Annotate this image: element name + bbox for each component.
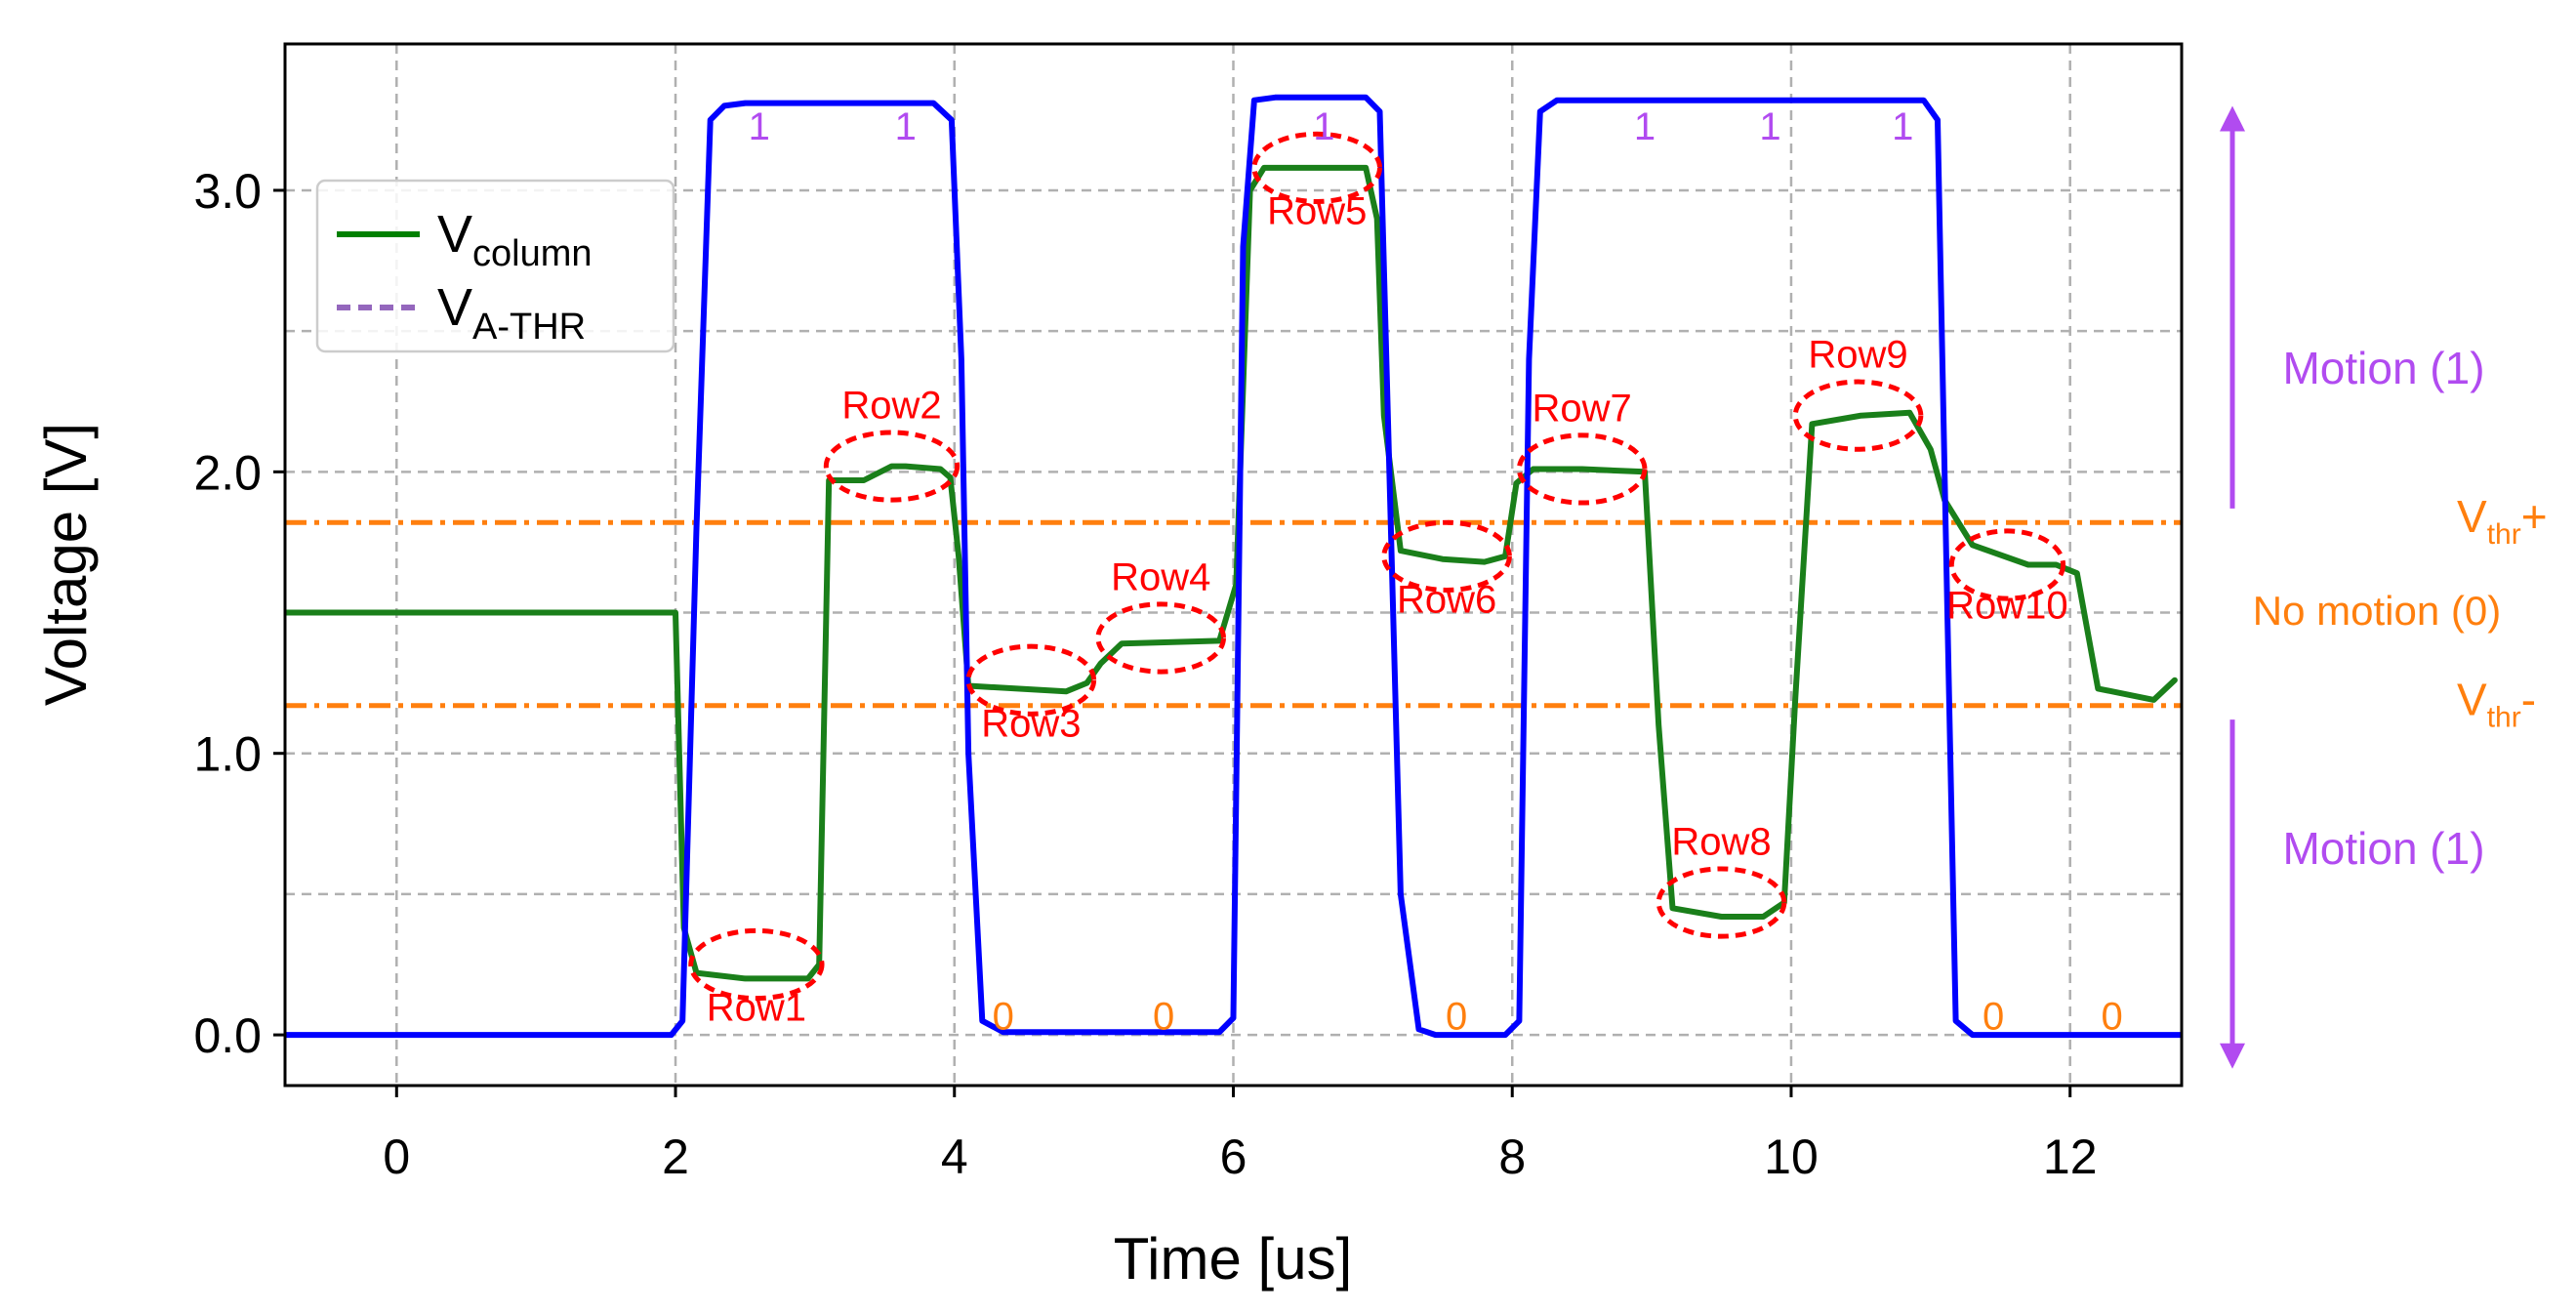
row-label-9: Row9: [1808, 334, 1907, 377]
bit-label-10: 0: [2101, 995, 2122, 1038]
legend-label-main-1: V: [437, 278, 472, 337]
legend-label-sub-1: A-THR: [472, 307, 586, 348]
legend-label-main-0: V: [437, 205, 472, 264]
bit-label-3: 1: [1634, 105, 1656, 148]
series: [285, 94, 2182, 1039]
series-line-v-column: [285, 164, 2178, 982]
x-tick-label-5: 10: [1764, 1129, 1819, 1184]
y-tick-label-1: 1.0: [193, 727, 262, 782]
motion-arrow-up-head: [2220, 105, 2245, 132]
row-ellipse-7: [1516, 432, 1648, 506]
threshold-label-suffix-0: +: [2521, 491, 2548, 542]
y-tick-label-0: 0.0: [193, 1008, 262, 1063]
legend-label-1: VA-THR: [437, 278, 586, 348]
legend-label-0: Vcolumn: [437, 205, 593, 274]
bit-label-7: 0: [1153, 995, 1174, 1038]
row-label-7: Row7: [1533, 387, 1632, 430]
x-tick-label-3: 6: [1220, 1129, 1247, 1184]
threshold-label-0: Vthr+: [2457, 491, 2548, 551]
bit-labels: 1 1 1 1 1 1 0 0 0 0 0: [749, 105, 2123, 1038]
threshold-label-main-1: V: [2457, 675, 2487, 725]
row-ellipse-6: [1381, 519, 1512, 593]
bit-label-0: 1: [749, 105, 770, 148]
row-label-3: Row3: [981, 702, 1081, 745]
motion-arrow-down-head: [2220, 1043, 2245, 1069]
row-ellipse-4: [1095, 601, 1226, 675]
side-annotations: Motion (1)No motion (0)Motion (1)Vthr+Vt…: [2220, 105, 2548, 1069]
row-ellipse-10: [1948, 528, 2066, 601]
row-label-6: Row6: [1397, 579, 1496, 622]
x-tick-label-2: 4: [941, 1129, 968, 1184]
row-ellipse-8: [1656, 866, 1787, 939]
threshold-label-1: Vthr-: [2457, 675, 2536, 734]
threshold-label-sub-1: thr: [2487, 702, 2521, 734]
y-tick-label-3: 3.0: [193, 164, 262, 219]
row-label-1: Row1: [707, 987, 806, 1030]
threshold-label-sub-0: thr: [2487, 518, 2521, 551]
row-label-4: Row4: [1111, 555, 1210, 598]
bit-label-4: 1: [1759, 105, 1780, 148]
bit-label-9: 0: [1983, 995, 2004, 1038]
motion-upper-label: Motion (1): [2282, 343, 2484, 393]
bit-label-1: 1: [895, 105, 917, 148]
motion-lower-label: Motion (1): [2282, 823, 2484, 874]
row-label-10: Row10: [1946, 584, 2068, 627]
series-line-clock: [285, 94, 2182, 1039]
row-ellipse-9: [1792, 379, 1924, 452]
x-tick-label-4: 8: [1498, 1129, 1526, 1184]
row-ellipse-3: [965, 643, 1097, 717]
bit-label-2: 1: [1313, 105, 1334, 148]
row-annotations: Row1 Row2 Row3 Row4 Row5 Row6 Row7 Row8 Row9 Row1…: [688, 131, 2068, 1030]
row-ellipse-5: [1251, 131, 1383, 204]
row-label-2: Row2: [841, 385, 941, 428]
row-label-5: Row5: [1267, 190, 1367, 233]
x-tick-label-1: 2: [662, 1129, 689, 1184]
x-tick-label-6: 12: [2043, 1129, 2098, 1184]
threshold-label-main-0: V: [2457, 491, 2487, 542]
row-ellipse-1: [688, 927, 825, 1002]
row-ellipse-2: [823, 430, 961, 503]
axis-ticks: 0 2 4 6 8 10 12 0.0 1.0 2.0 3.0: [193, 164, 2097, 1184]
bit-label-5: 1: [1892, 105, 1913, 148]
bit-label-8: 0: [1446, 995, 1467, 1038]
x-tick-label-0: 0: [383, 1129, 410, 1184]
threshold-lines: [285, 519, 2182, 709]
y-axis-title: Voltage [V]: [33, 423, 99, 706]
legend-label-sub-0: column: [472, 233, 593, 274]
bit-label-6: 0: [993, 995, 1014, 1038]
no-motion-label: No motion (0): [2253, 588, 2501, 634]
x-axis-title: Time [us]: [1114, 1226, 1352, 1292]
row-label-8: Row8: [1671, 821, 1771, 864]
threshold-label-suffix-1: -: [2521, 675, 2536, 725]
y-tick-label-2: 2.0: [193, 445, 262, 500]
